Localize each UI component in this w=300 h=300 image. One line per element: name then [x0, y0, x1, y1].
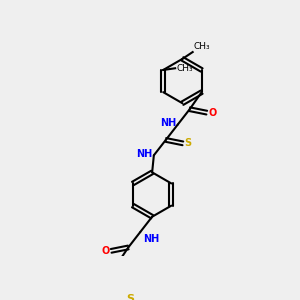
Text: O: O	[101, 246, 110, 256]
Text: S: S	[184, 138, 192, 148]
Text: NH: NH	[144, 234, 160, 244]
Text: NH: NH	[136, 148, 152, 159]
Text: CH₃: CH₃	[176, 64, 193, 73]
Text: O: O	[208, 108, 217, 118]
Text: CH₃: CH₃	[194, 42, 210, 51]
Text: NH: NH	[160, 118, 176, 128]
Text: S: S	[126, 294, 134, 300]
